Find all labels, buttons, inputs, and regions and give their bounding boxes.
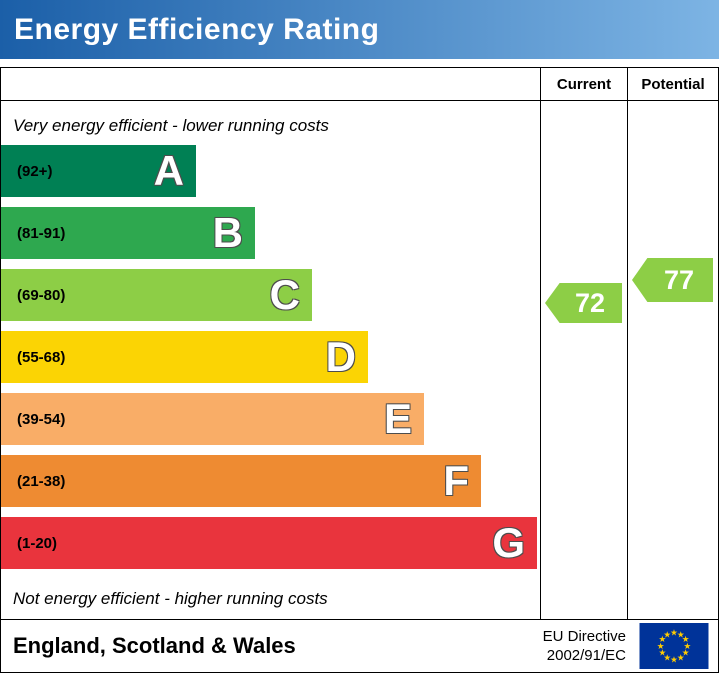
band-f: (21-38) F — [1, 455, 481, 507]
band-range-label: (92+) — [17, 162, 53, 180]
band-letter: F — [443, 457, 469, 504]
eu-directive-label: EU Directive 2002/91/EC — [543, 627, 626, 666]
band-range-label: (69-80) — [17, 286, 66, 304]
current-rating-column: 72 — [540, 101, 627, 619]
svg-text:★: ★ — [663, 630, 671, 640]
eu-directive-line2: 2002/91/EC — [546, 647, 626, 664]
bottom-note: Not energy efficient - higher running co… — [13, 589, 328, 608]
potential-rating-value: 77 — [663, 264, 695, 295]
svg-text:★: ★ — [670, 628, 678, 638]
svg-text:★: ★ — [684, 642, 692, 652]
svg-text:★: ★ — [659, 649, 667, 659]
band-letter: A — [153, 147, 184, 194]
footer-region-label: England, Scotland & Wales — [13, 633, 296, 658]
band-b: (81-91) B — [1, 207, 255, 259]
current-column-header: Current — [540, 68, 627, 101]
band-a: (92+) A — [1, 145, 196, 197]
svg-text:★: ★ — [659, 635, 667, 645]
band-e: (39-54) E — [1, 393, 424, 445]
band-letter: E — [383, 395, 412, 442]
potential-column-header: Potential — [627, 68, 718, 101]
current-rating-arrow: 72 — [545, 283, 622, 323]
band-range-label: (55-68) — [17, 348, 66, 366]
page-header: Energy Efficiency Rating — [0, 0, 719, 59]
band-range-label: (1-20) — [17, 534, 58, 552]
band-letter: C — [269, 271, 300, 318]
band-range-label: (21-38) — [17, 472, 66, 490]
svg-text:★: ★ — [682, 649, 690, 659]
top-note: Very energy efficient - lower running co… — [13, 116, 329, 135]
potential-rating-arrow: 77 — [632, 258, 713, 302]
eu-flag-icon: ★ ★ ★ ★ ★ ★ ★ ★ ★ ★ ★ ★ — [639, 623, 709, 669]
band-c: (69-80) C — [1, 269, 312, 321]
footer: England, Scotland & Wales EU Directive 2… — [1, 619, 718, 672]
band-range-label: (81-91) — [17, 224, 66, 242]
current-rating-value: 72 — [574, 287, 606, 318]
main-column-header — [1, 68, 540, 101]
svg-text:★: ★ — [677, 653, 685, 663]
band-g: (1-20) G — [1, 517, 537, 569]
svg-text:★: ★ — [657, 642, 665, 652]
potential-rating-column: 77 — [627, 101, 718, 619]
footer-right: EU Directive 2002/91/EC ★ ★ ★ ★ ★ ★ ★ ★ … — [543, 623, 710, 669]
rating-scale: Very energy efficient - lower running co… — [1, 101, 540, 619]
band-letter: B — [212, 209, 243, 256]
epc-chart: Current Potential Very energy efficient … — [0, 67, 719, 673]
svg-text:★: ★ — [663, 653, 671, 663]
band-d: (55-68) D — [1, 331, 368, 383]
svg-text:★: ★ — [677, 630, 685, 640]
band-letter: G — [492, 519, 525, 566]
svg-text:★: ★ — [682, 635, 690, 645]
eu-directive-line1: EU Directive — [542, 627, 626, 645]
band-range-label: (39-54) — [17, 410, 66, 428]
page-title: Energy Efficiency Rating — [14, 12, 380, 46]
band-letter: D — [325, 333, 356, 380]
svg-text:★: ★ — [670, 655, 678, 665]
epc-grid: Current Potential Very energy efficient … — [1, 68, 718, 619]
